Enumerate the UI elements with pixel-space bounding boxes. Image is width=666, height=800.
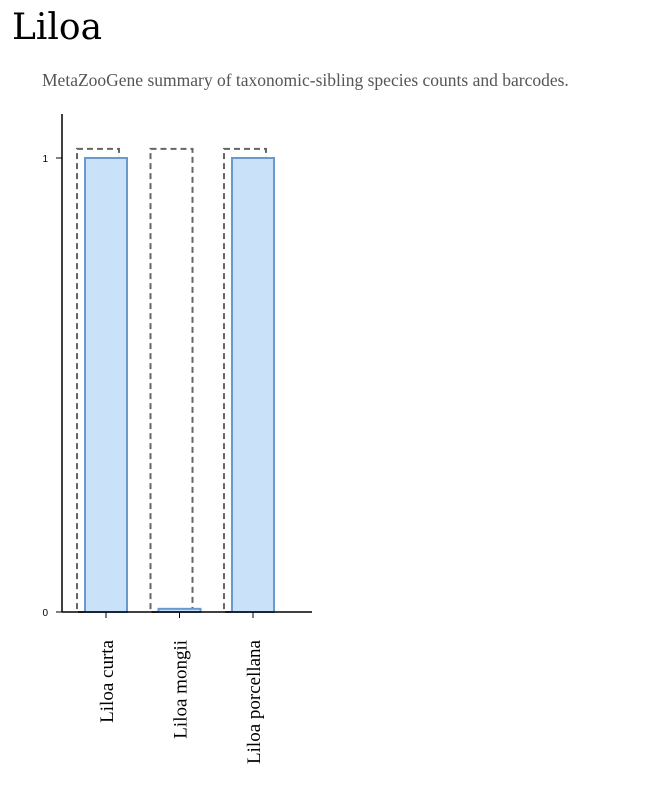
y-tick-label-1: 1 [42, 154, 48, 165]
x-tick-label-1: Liloa curta [97, 639, 118, 722]
filled-bar-1 [84, 157, 128, 613]
outline-bar-2 [149, 147, 194, 613]
filled-bar-3 [231, 157, 275, 613]
page-title: Liloa [12, 7, 103, 48]
x-tick-label-3: Liloa porcellana [244, 639, 265, 764]
x-tick-label-2: Liloa mongii [171, 640, 192, 739]
y-tick-label-0: 0 [42, 608, 48, 619]
page-subtitle: MetaZooGene summary of taxonomic-sibling… [42, 70, 569, 90]
